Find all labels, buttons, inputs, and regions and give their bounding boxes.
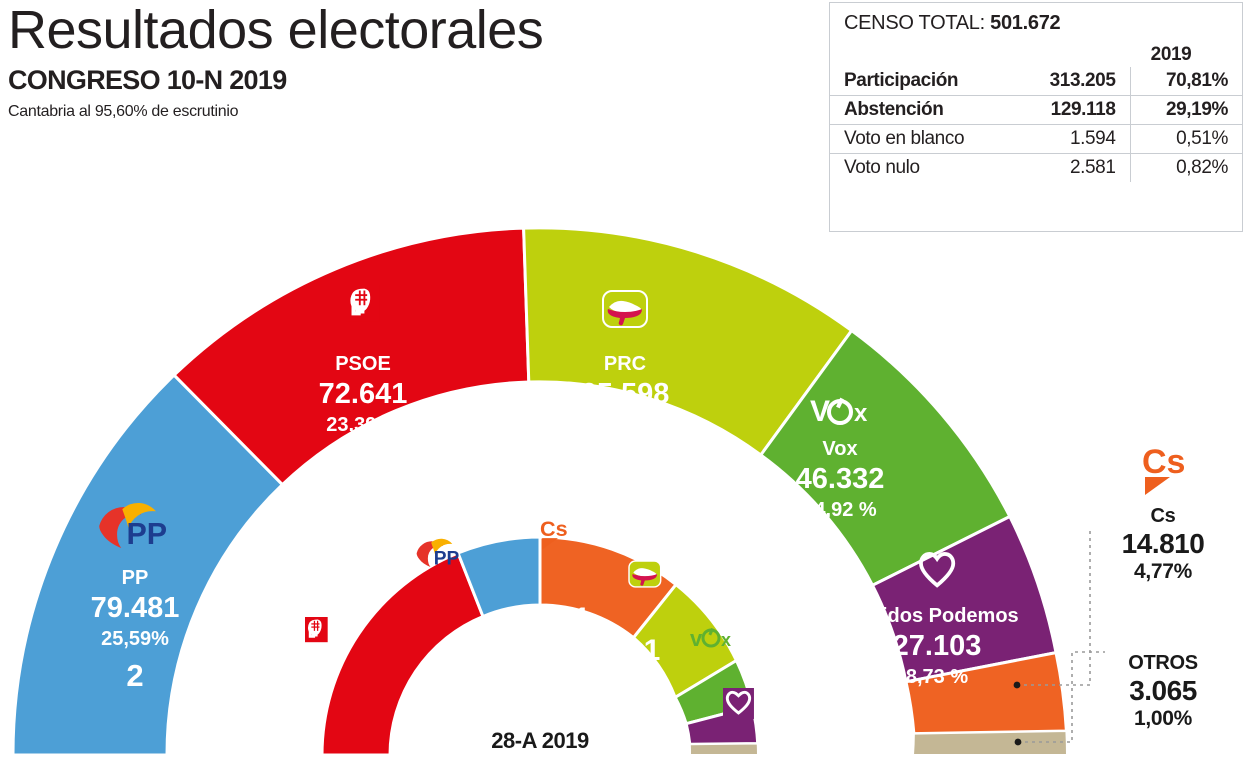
outer-label-vox-name: Vox xyxy=(822,438,857,460)
pp-logo-icon-small xyxy=(416,538,460,570)
census-row-value: 313.205 xyxy=(1049,70,1116,91)
census-row-pct: 29,19% xyxy=(1129,95,1242,125)
outer-label-vox-seats: 1 xyxy=(831,528,848,563)
outer-label-prc-votes: 65.598 xyxy=(581,378,670,410)
outer-label-vox-votes: 46.332 xyxy=(796,463,885,495)
outer-label-psoe-votes: 72.641 xyxy=(319,378,408,410)
outer-label-pp-seats: 2 xyxy=(126,658,143,693)
census-total-line: CENSO TOTAL: 501.672 xyxy=(830,3,1242,35)
inner-segment-psoe[interactable] xyxy=(320,551,485,757)
outer-label-unidos-podemos: Unidos Podemos 27.103 8,73 % xyxy=(855,552,1019,688)
callout-cs: Cs 14.810 4,77% xyxy=(1088,505,1238,584)
inner-label-cs-seats: 1 xyxy=(574,602,591,635)
census-total-value: 501.672 xyxy=(990,12,1061,34)
callout-otros-votes: 3.065 xyxy=(1129,675,1197,706)
callout-cs-pct: 4,77% xyxy=(1133,560,1193,583)
census-row-value: 2.581 xyxy=(1017,153,1130,182)
callout-otros-pct: 1,00% xyxy=(1133,707,1193,730)
census-year-header-row: 2019 xyxy=(830,41,1242,67)
scrutiny-caption: Cantabria al 95,60% de escrutinio xyxy=(8,102,239,120)
outer-label-vox: Vox 46.332 14,92 % 1 xyxy=(796,393,885,563)
census-year-header: 2019 xyxy=(1150,44,1192,65)
outer-label-up-votes: 27.103 xyxy=(893,630,982,662)
table-row: Abstención 129.118 29,19% xyxy=(830,95,1242,125)
inner-segment-otros[interactable] xyxy=(688,742,760,756)
census-row-pct: 70,81% xyxy=(1129,67,1242,96)
inner-label-pp-seats: 1 xyxy=(490,618,507,651)
census-row-value: 1.594 xyxy=(1017,124,1130,154)
outer-label-pp: PP 79.481 25,59% 2 xyxy=(91,502,180,693)
cs-logo-icon-large: Cs xyxy=(1142,445,1185,495)
census-total-label: CENSO TOTAL: xyxy=(844,12,985,34)
callout-cs-votes: 14.810 xyxy=(1121,528,1205,559)
callout-leader-lines xyxy=(1013,530,1105,746)
outer-label-pp-votes: 79.481 xyxy=(91,592,180,624)
census-row-label: Voto nulo xyxy=(830,153,1018,182)
outer-label-prc: PRC 65.598 21,12 % 1 xyxy=(581,290,670,479)
outer-label-prc-name: PRC xyxy=(604,353,646,375)
prc-logo-icon-small xyxy=(628,560,662,588)
prc-logo-icon xyxy=(602,290,648,328)
header: Resultados electorales CONGRESO 10-N 201… xyxy=(8,2,708,121)
table-row: Voto en blanco 1.594 0,51% xyxy=(830,124,1242,154)
census-table-panel: CENSO TOTAL: 501.672 2019 Participación … xyxy=(829,2,1243,232)
callout-otros: OTROS 3.065 1,00% xyxy=(1088,652,1238,731)
census-row-label: Voto en blanco xyxy=(830,124,1018,154)
page-subtitle: CONGRESO 10-N 2019 xyxy=(8,64,287,95)
psoe-logo-icon xyxy=(346,285,380,322)
inner-label-psoe-seats: 2 xyxy=(410,686,427,719)
svg-text:Cs: Cs xyxy=(1142,445,1185,481)
inner-ring-caption: 28-A 2019 xyxy=(491,728,589,753)
callout-cs-name: Cs xyxy=(1150,505,1176,527)
outer-label-pp-pct: 25,59% xyxy=(101,628,169,650)
outer-label-up-pct: 8,73 % xyxy=(906,666,968,688)
census-row-value: 129.118 xyxy=(1017,95,1130,125)
outer-label-pp-name: PP xyxy=(122,567,149,589)
callout-otros-name: OTROS xyxy=(1128,652,1198,674)
outer-label-psoe-pct: 23,39 % xyxy=(326,414,400,436)
outer-label-prc-pct: 21,12 % xyxy=(588,414,662,436)
census-row-label: Abstención xyxy=(830,95,1018,125)
inner-ring-28a-2019 xyxy=(320,535,760,757)
census-row-pct: 0,51% xyxy=(1129,124,1242,154)
census-table: 2019 Participación 313.205 70,81% Absten… xyxy=(830,41,1242,182)
table-row: Voto nulo 2.581 0,82% xyxy=(830,153,1242,182)
page-title: Resultados electorales xyxy=(8,0,544,60)
outer-label-vox-pct: 14,92 % xyxy=(803,499,877,521)
table-row: Participación 313.205 70,81% xyxy=(830,67,1242,96)
inner-label-prc-seats: 1 xyxy=(644,634,661,667)
census-row-pct: 0,82% xyxy=(1129,153,1242,182)
outer-label-prc-seats: 1 xyxy=(616,444,633,479)
census-row-label: Participación xyxy=(844,70,959,91)
psoe-logo-icon-small xyxy=(305,617,328,643)
outer-label-psoe: PSOE 72.641 23,39 % 1 xyxy=(319,285,408,479)
outer-label-psoe-name: PSOE xyxy=(335,353,391,375)
outer-segment-otros[interactable] xyxy=(911,729,1069,756)
outer-label-up-name: Unidos Podemos xyxy=(855,605,1018,627)
podemos-heart-icon-small xyxy=(721,686,756,721)
outer-label-psoe-seats: 1 xyxy=(354,444,371,479)
